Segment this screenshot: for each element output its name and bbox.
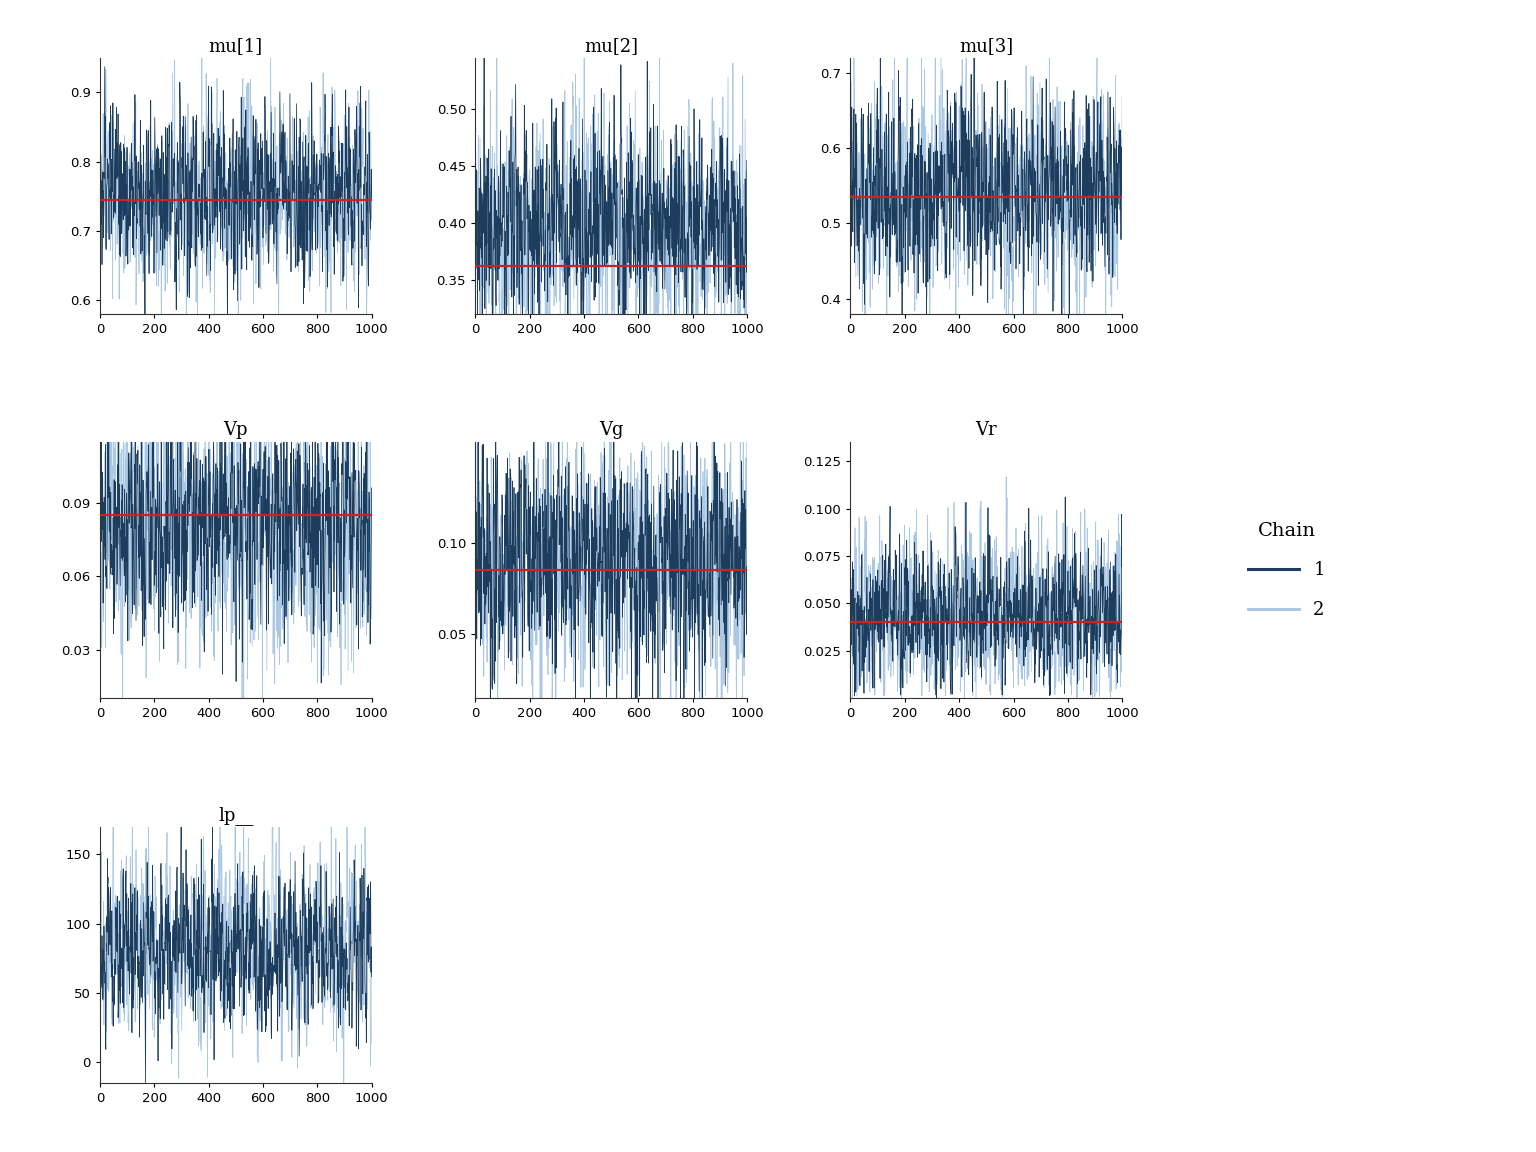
Title: mu[3]: mu[3] bbox=[960, 37, 1014, 54]
Title: Vp: Vp bbox=[224, 422, 247, 439]
Title: mu[1]: mu[1] bbox=[209, 37, 263, 54]
Title: mu[2]: mu[2] bbox=[584, 37, 637, 54]
Title: Vr: Vr bbox=[975, 422, 997, 439]
Legend: 1, 2: 1, 2 bbox=[1249, 522, 1324, 619]
Title: lp__: lp__ bbox=[218, 805, 253, 825]
Title: Vg: Vg bbox=[599, 422, 624, 439]
